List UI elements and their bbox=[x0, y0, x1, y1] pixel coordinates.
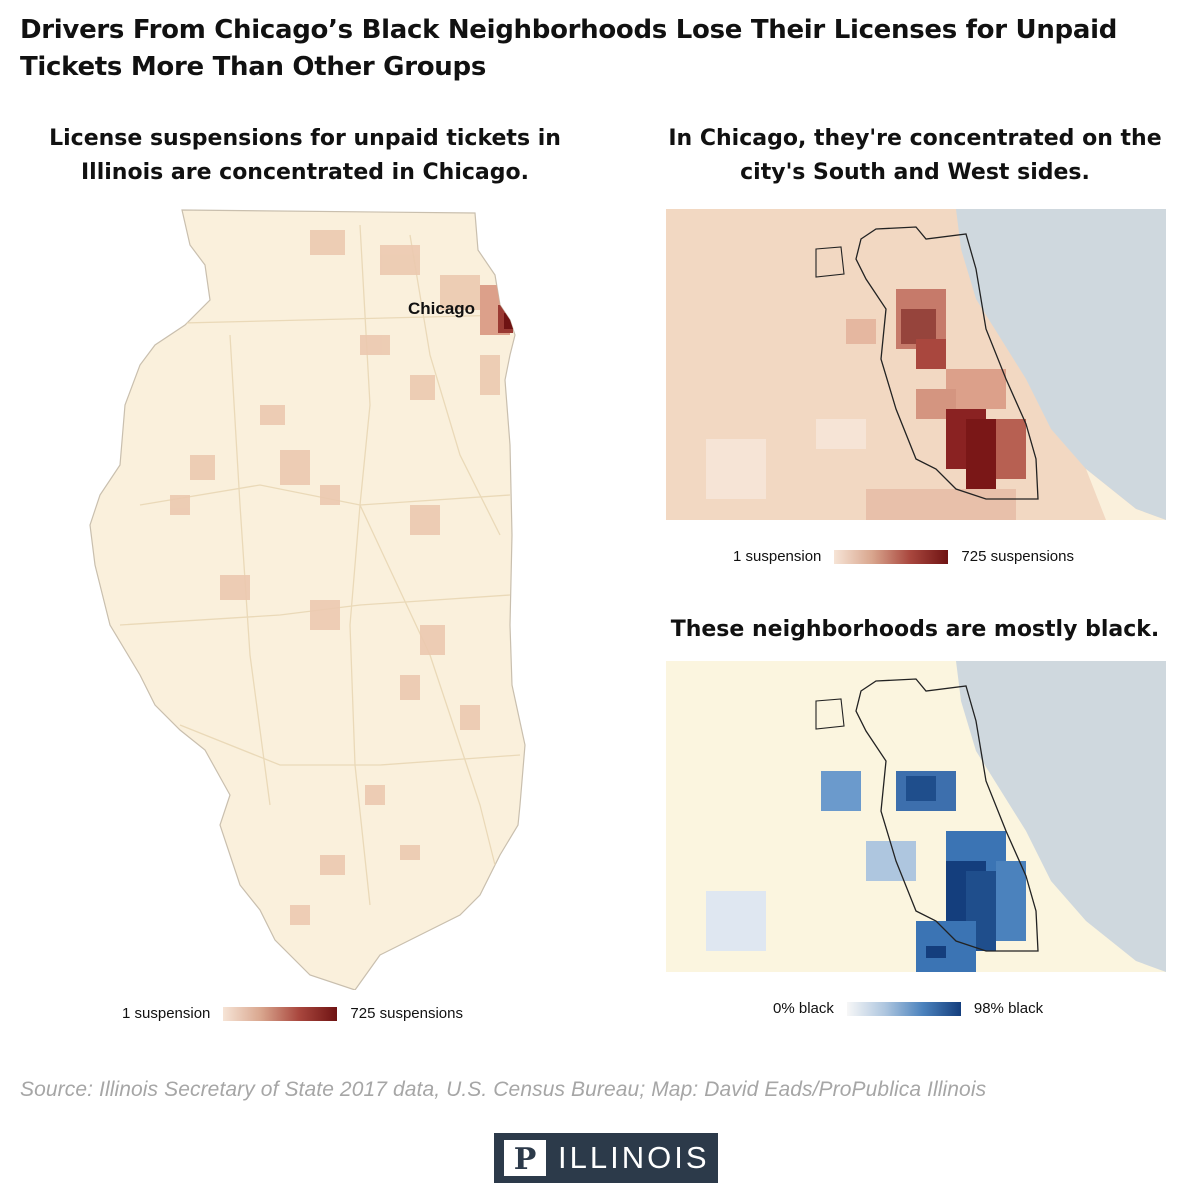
illinois-panel-title: License suspensions for unpaid tickets i… bbox=[49, 126, 561, 185]
chicago-race-legend: 0% black 98% black bbox=[773, 1000, 1043, 1017]
chicago-race-map bbox=[666, 661, 1166, 972]
chicago-race-legend-min: 0% black bbox=[773, 1000, 834, 1017]
illinois-legend-min: 1 suspension bbox=[122, 1005, 211, 1022]
chicago-city-boundary-1 bbox=[855, 678, 1039, 952]
chicago-suspensions-legend-min: 1 suspension bbox=[733, 548, 822, 565]
main-title: Drivers From Chicago’s Black Neighborhoo… bbox=[20, 15, 1118, 82]
chicago-label: Chicago bbox=[408, 299, 475, 318]
chicago-suspensions-legend-max: 725 suspensions bbox=[961, 548, 1074, 565]
illinois-legend: 1 suspension 725 suspensions bbox=[122, 1005, 463, 1022]
lake-michigan bbox=[956, 661, 1166, 972]
illinois-legend-ramp bbox=[223, 1006, 338, 1021]
chicago-race-legend-ramp bbox=[846, 1001, 961, 1016]
illinois-suspension-areas bbox=[170, 230, 500, 925]
illinois-outline bbox=[89, 209, 526, 990]
illinois-map: Chicago bbox=[89, 209, 526, 990]
chicago-suspensions-map bbox=[666, 209, 1166, 520]
chicago-suspensions-title: In Chicago, they're concentrated on the … bbox=[668, 126, 1162, 185]
logo-mark-letter: P bbox=[514, 1142, 537, 1177]
chicago-city-boundary-1 bbox=[855, 226, 1039, 500]
chicago-hotspot bbox=[480, 285, 514, 335]
chicago-suspensions-legend-ramp bbox=[834, 549, 949, 564]
chicago-city-boundary-2 bbox=[815, 246, 845, 278]
source-credit: Source: Illinois Secretary of State 2017… bbox=[20, 1078, 987, 1101]
suspension-neighborhoods bbox=[706, 289, 1026, 520]
logo-text: ILLINOIS bbox=[558, 1140, 710, 1175]
propublica-logo-icon: P bbox=[504, 1140, 546, 1177]
propublica-illinois-logo[interactable]: P ILLINOIS bbox=[494, 1133, 718, 1183]
illinois-legend-max: 725 suspensions bbox=[350, 1005, 463, 1022]
chicago-suspensions-legend: 1 suspension 725 suspensions bbox=[733, 548, 1074, 565]
lake-michigan bbox=[956, 209, 1166, 520]
race-neighborhoods bbox=[706, 771, 1026, 972]
shoreline-sand bbox=[1086, 469, 1166, 520]
chicago-race-title: These neighborhoods are mostly black. bbox=[670, 617, 1160, 642]
chicago-city-boundary-2 bbox=[815, 698, 845, 730]
chicago-race-legend-max: 98% black bbox=[973, 1000, 1044, 1017]
